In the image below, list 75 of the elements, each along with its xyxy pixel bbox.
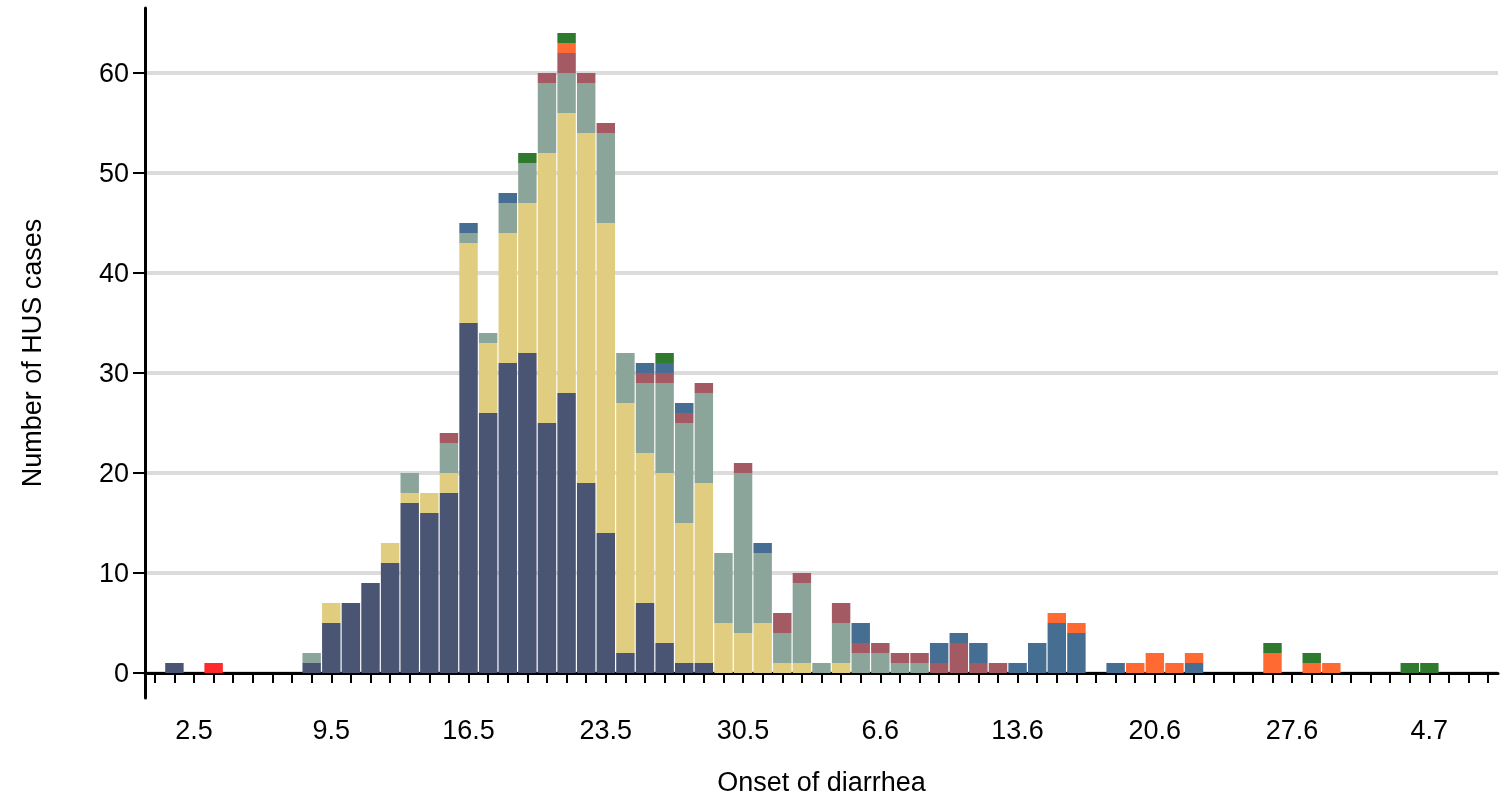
bar (1184, 663, 1204, 673)
bar (400, 473, 419, 493)
bar (302, 653, 321, 663)
bar (576, 73, 596, 83)
x-tick-label: 30.5 (716, 714, 770, 745)
bar (831, 603, 851, 623)
bar (596, 133, 616, 223)
x-tick-label: 2.5 (175, 714, 213, 745)
bar (1302, 653, 1321, 663)
bar (439, 433, 459, 443)
bar (537, 73, 557, 83)
bar (1067, 623, 1086, 633)
x-tick-label: 9.5 (312, 714, 351, 745)
bar (1263, 643, 1282, 653)
bar (851, 623, 870, 643)
bar (929, 643, 949, 663)
bar (498, 193, 517, 203)
bar (694, 383, 714, 393)
bar (831, 663, 851, 673)
x-tick-label: 13.6 (991, 714, 1044, 745)
bar (675, 413, 694, 423)
bar (439, 473, 459, 493)
x-tick-label: 20.6 (1128, 714, 1182, 745)
y-tick-label: 50 (98, 158, 129, 188)
bar (655, 353, 674, 363)
bar (753, 543, 772, 553)
bar (518, 153, 537, 163)
y-tick-label: 40 (98, 258, 129, 288)
x-axis-title: Onset of diarrhea (717, 766, 927, 797)
y-axis-title: Number of HUS cases (16, 218, 47, 488)
bar (165, 663, 184, 673)
bar (675, 403, 694, 413)
y-tick-label: 20 (98, 458, 129, 488)
y-tick-label: 0 (113, 658, 129, 688)
bar (773, 633, 792, 663)
bar (322, 603, 341, 623)
bar (380, 543, 400, 563)
bar (478, 333, 498, 343)
bar (694, 663, 714, 673)
bar (459, 243, 478, 323)
bar (733, 463, 753, 473)
bar (969, 643, 988, 663)
bar (1126, 663, 1145, 673)
bar (557, 53, 576, 73)
y-tick-label: 30 (98, 358, 129, 388)
bar (1106, 663, 1125, 673)
y-tick-label: 10 (98, 558, 129, 588)
x-tick-label: 16.5 (442, 714, 495, 745)
bar (1184, 653, 1204, 663)
bar (929, 663, 949, 673)
bar (1047, 613, 1067, 623)
x-tick-label: 23.5 (579, 714, 633, 745)
bar (812, 663, 831, 673)
bar (792, 573, 812, 583)
bar (459, 233, 478, 243)
bar (557, 43, 576, 53)
bar (1263, 653, 1282, 673)
bar (831, 623, 851, 663)
bar (439, 443, 459, 473)
bar (694, 393, 714, 483)
bar (498, 203, 517, 233)
x-tick-label: 27.6 (1265, 714, 1319, 745)
bar (518, 163, 537, 203)
y-tick-label: 60 (98, 58, 129, 88)
bar (478, 343, 498, 413)
bar (596, 123, 616, 133)
bar (949, 633, 968, 643)
bar (773, 613, 792, 633)
x-tick-label: 4.7 (1410, 714, 1449, 745)
bar (792, 663, 812, 673)
bar (204, 663, 223, 673)
x-tick-label: 6.6 (861, 714, 900, 745)
bar (459, 223, 478, 233)
bar (792, 583, 812, 663)
bar (557, 33, 576, 43)
